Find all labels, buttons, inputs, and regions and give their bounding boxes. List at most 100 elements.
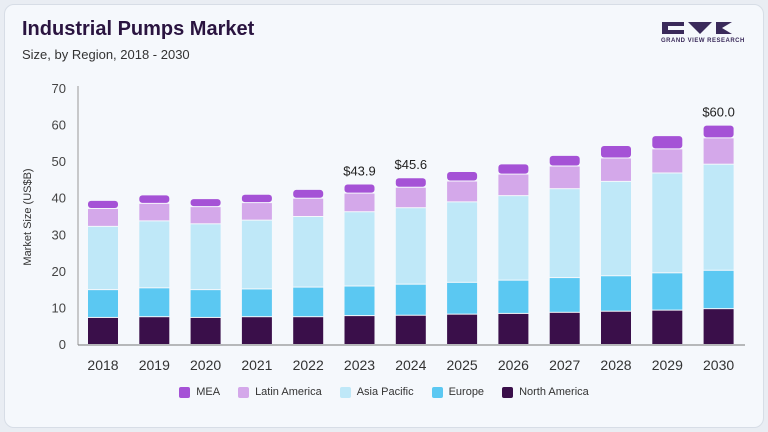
bar-segment-europe — [652, 273, 683, 310]
bar-segment-mea — [549, 155, 580, 166]
bar-segment-latin-america — [293, 198, 324, 216]
bar-segment-north-america — [652, 310, 683, 344]
grand-view-research-logo — [662, 22, 738, 34]
bar-segment-north-america — [601, 311, 631, 344]
bar-segment-europe — [703, 270, 734, 309]
chart-subtitle: Size, by Region, 2018 - 2030 — [22, 47, 190, 62]
bar-segment-north-america — [88, 317, 118, 344]
bar-segment-asia-pacific — [447, 202, 478, 282]
chart-card — [4, 4, 764, 428]
bar-segment-mea — [447, 172, 478, 181]
legend-label: Latin America — [255, 386, 322, 398]
legend-item: Latin America — [238, 386, 322, 398]
y-tick-label: 40 — [52, 191, 66, 206]
bar-segment-latin-america — [549, 166, 580, 189]
x-tick-label: 2025 — [447, 357, 478, 373]
bar-segment-latin-america — [601, 158, 631, 181]
bar-segment-latin-america — [703, 138, 734, 164]
legend-item: Europe — [431, 386, 485, 398]
x-tick-label: 2022 — [293, 357, 324, 373]
bar-segment-asia-pacific — [344, 212, 375, 286]
legend: MEA Latin America Asia Pacific Europe North … — [0, 386, 768, 398]
bar-segment-asia-pacific — [88, 226, 118, 290]
total-label: $60.0 — [702, 105, 735, 120]
bar-segment-north-america — [293, 317, 324, 344]
bar-segment-mea — [601, 146, 631, 158]
bar-segment-north-america — [344, 316, 375, 344]
bar-segment-europe — [549, 278, 580, 312]
bar-segment-north-america — [241, 317, 272, 344]
bar-segment-north-america — [139, 317, 170, 344]
bar-segment-europe — [88, 290, 118, 317]
bar-segment-mea — [139, 195, 170, 203]
bar-segment-mea — [88, 200, 118, 208]
bar-segment-asia-pacific — [139, 221, 170, 288]
bar-segment-latin-america — [139, 203, 170, 221]
bar-segment-mea — [344, 184, 375, 193]
bar-segment-north-america — [447, 314, 478, 344]
bar-segment-europe — [241, 289, 272, 317]
x-tick-label: 2028 — [600, 357, 631, 373]
x-tick-label: 2030 — [703, 357, 734, 373]
legend-swatch — [238, 386, 250, 398]
bar-segment-europe — [601, 276, 631, 311]
y-axis-label: Market Size (US$B) — [22, 168, 34, 265]
legend-item: MEA — [179, 386, 220, 398]
legend-swatch — [179, 386, 191, 398]
x-tick-label: 2020 — [190, 357, 221, 373]
bar-segment-europe — [139, 288, 170, 317]
bar-segment-latin-america — [447, 181, 478, 202]
legend-label: Asia Pacific — [356, 386, 414, 398]
x-tick-label: 2019 — [139, 357, 170, 373]
bar-segment-north-america — [190, 317, 221, 344]
bar-segment-latin-america — [652, 149, 683, 173]
total-label: $45.6 — [395, 157, 428, 172]
y-tick-label: 10 — [52, 300, 66, 315]
bar-segment-asia-pacific — [549, 189, 580, 278]
legend-swatch — [431, 386, 443, 398]
x-tick-label: 2029 — [652, 357, 683, 373]
total-label: $43.9 — [343, 163, 376, 178]
y-tick-label: 60 — [52, 118, 66, 133]
bar-segment-europe — [395, 284, 426, 315]
bar-segment-asia-pacific — [395, 208, 426, 284]
y-tick-label: 70 — [52, 81, 66, 96]
bar-segment-mea — [652, 136, 683, 149]
bar-segment-latin-america — [344, 193, 375, 212]
y-tick-label: 50 — [52, 154, 66, 169]
bar-segment-mea — [395, 178, 426, 187]
bar-segment-asia-pacific — [293, 217, 324, 287]
bar-segment-europe — [344, 286, 375, 316]
y-tick-label: 0 — [59, 337, 66, 352]
x-tick-label: 2021 — [241, 357, 272, 373]
bar-segment-mea — [293, 189, 324, 198]
legend-item: North America — [502, 386, 589, 398]
logo-text: GRAND VIEW RESEARCH — [661, 38, 745, 44]
x-tick-label: 2024 — [395, 357, 426, 373]
x-tick-label: 2018 — [87, 357, 118, 373]
chart-title: Industrial Pumps Market — [22, 18, 255, 40]
bar-segment-asia-pacific — [601, 181, 631, 276]
bar-segment-europe — [498, 280, 529, 313]
bar-segment-north-america — [703, 309, 734, 344]
bar-segment-europe — [447, 282, 478, 314]
legend-swatch — [502, 386, 514, 398]
bar-segment-europe — [190, 290, 221, 317]
y-tick-label: 20 — [52, 264, 66, 279]
bar-segment-asia-pacific — [190, 224, 221, 290]
legend-label: North America — [519, 386, 589, 398]
bar-segment-europe — [293, 287, 324, 317]
x-tick-label: 2023 — [344, 357, 375, 373]
legend-item: Asia Pacific — [339, 386, 414, 398]
bar-segment-mea — [241, 194, 272, 203]
bar-segment-asia-pacific — [241, 220, 272, 289]
bar-segment-latin-america — [395, 187, 426, 208]
bar-segment-north-america — [498, 313, 529, 344]
bar-segment-latin-america — [190, 207, 221, 224]
legend-label: MEA — [196, 386, 221, 398]
bar-segment-latin-america — [88, 208, 118, 226]
bar-segment-mea — [498, 164, 529, 174]
legend-label: Europe — [448, 386, 485, 398]
bar-segment-north-america — [549, 312, 580, 344]
